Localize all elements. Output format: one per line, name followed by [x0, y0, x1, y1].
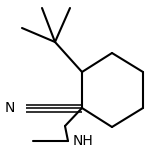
Text: NH: NH: [73, 134, 94, 148]
Text: N: N: [5, 101, 15, 115]
